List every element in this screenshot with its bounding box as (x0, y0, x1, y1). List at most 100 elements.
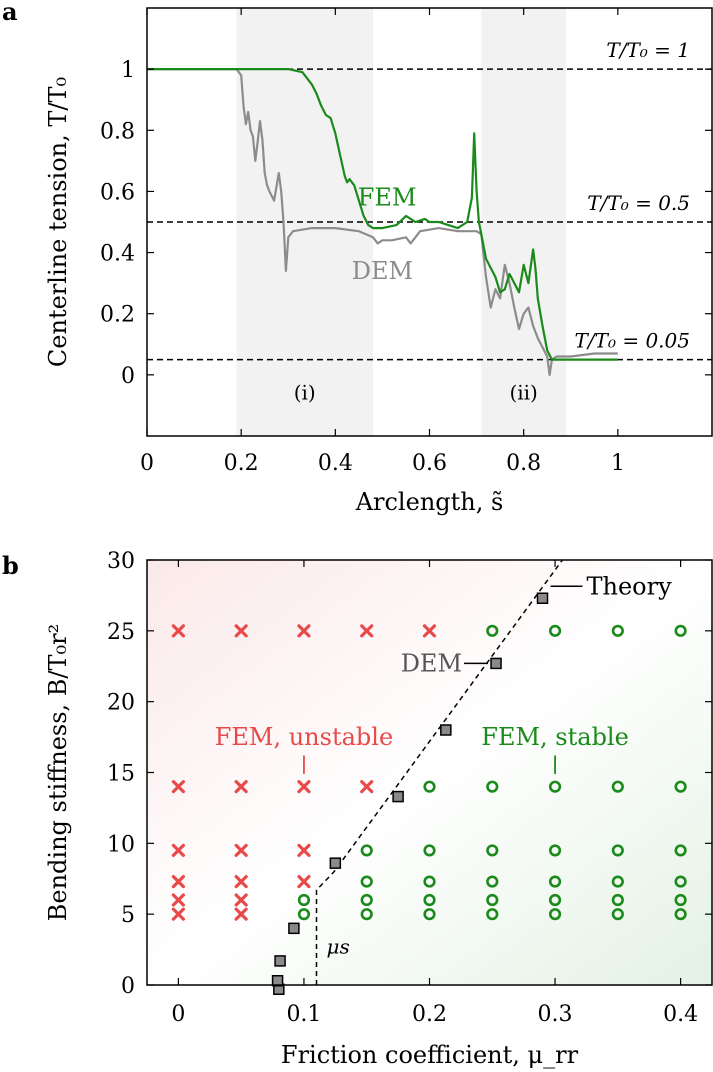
unstable-marker-16 (234, 893, 248, 907)
stable-marker-21 (297, 893, 311, 907)
y-tick-label-5: 1 (121, 58, 135, 83)
unstable-marker-3 (360, 624, 374, 638)
unstable-marker-4 (422, 624, 437, 638)
x-axis-label-b: Friction coefficient, μ_rr (281, 1041, 579, 1069)
b-x-tick-label-2: 0.2 (412, 1002, 447, 1027)
unstable-marker-17 (171, 907, 185, 921)
b-y-tick-label-1: 5 (121, 903, 135, 928)
b-y-tick-label-0: 0 (121, 974, 135, 999)
b-plot-background (147, 560, 712, 985)
unstable-marker-stroke-b (171, 907, 185, 921)
shaded-region-label-1: (i) (294, 380, 316, 404)
unstable-marker-stroke-b (297, 624, 311, 638)
b-y-tick-label-2: 10 (107, 832, 135, 857)
y-axis-label-a: Centerline tension, T/T₀ (44, 77, 72, 367)
series-label-fem: FEM (358, 184, 417, 212)
stable-marker-6 (548, 780, 562, 793)
stable-marker-29 (360, 908, 373, 921)
y-axis-label-b: Bending stiffness, B/T₀r² (44, 624, 72, 921)
stable-marker-1 (548, 624, 562, 637)
x-tick-label-2: 0.4 (318, 451, 353, 476)
unstable-marker-5 (171, 780, 185, 794)
unstable-marker-stroke-b (297, 874, 311, 889)
stable-marker-22 (360, 893, 373, 907)
x-tick-label-1: 0.2 (224, 451, 259, 476)
label-fem-unstable: FEM, unstable (215, 723, 393, 751)
b-x-tick-label-0: 0 (171, 1002, 185, 1027)
dem-marker-7 (490, 657, 502, 670)
unstable-marker-13 (234, 874, 248, 889)
unstable-marker-stroke-b (234, 780, 248, 794)
dem-marker-2 (274, 955, 286, 967)
stable-marker-0 (486, 624, 499, 637)
b-ticks: 0 0.1 0.2 0.3 0.4 0 5 10 15 20 25 30 (107, 549, 712, 1027)
reference-line-label-1: T/T₀ = 1 (606, 38, 690, 62)
label-theory: Theory (587, 572, 673, 600)
a-reference-lines: T/T₀ = 1 T/T₀ = 0.5 T/T₀ = 0.05 (147, 38, 712, 361)
unstable-marker-8 (360, 780, 374, 794)
stable-marker-16 (423, 875, 436, 888)
shaded-region-2 (481, 8, 567, 436)
stable-marker-17 (486, 875, 499, 888)
unstable-marker-stroke-b (171, 624, 185, 638)
stable-marker-20 (674, 875, 687, 888)
y-tick-label-4: 0.8 (100, 119, 135, 144)
b-theory-line (315, 560, 564, 985)
stable-marker-23 (423, 893, 436, 907)
x-axis-label-a: Arclength, s̃ (355, 488, 504, 516)
stable-marker-19 (611, 875, 624, 888)
stable-marker-24 (486, 893, 499, 907)
b-y-tick-label-5: 25 (107, 620, 135, 645)
series-line-fem (147, 68, 618, 361)
shaded-region-label-2: (ii) (509, 380, 537, 404)
series-line-dem (147, 68, 618, 376)
y-tick-label-3: 0.6 (100, 180, 135, 205)
unstable-marker-11 (297, 843, 311, 858)
stable-marker-4 (423, 780, 436, 793)
unstable-marker-stroke-b (171, 893, 185, 907)
y-tick-label-1: 0.2 (100, 303, 135, 328)
stable-marker-12 (548, 844, 562, 857)
panel-b: 0 0.1 0.2 0.3 0.4 0 5 10 15 20 25 30 b Friction coef… (2, 549, 713, 1069)
stable-marker-30 (423, 908, 436, 921)
a-series-lines (147, 68, 618, 376)
stable-marker-8 (674, 780, 687, 793)
unstable-marker-stroke-b (297, 780, 311, 794)
series-label-dem: DEM (352, 257, 413, 285)
stable-marker-11 (486, 844, 499, 857)
y-tick-label-2: 0.4 (100, 242, 135, 267)
dem-marker-5 (392, 790, 404, 803)
unstable-marker-stroke-b (171, 780, 185, 794)
unstable-marker-18 (234, 907, 248, 921)
unstable-marker-stroke-b (234, 874, 248, 889)
stable-marker-9 (360, 844, 373, 857)
unstable-marker-2 (297, 624, 311, 638)
unstable-marker-stroke-b (422, 624, 437, 638)
stable-marker-28 (297, 908, 311, 921)
unstable-marker-stroke-b (171, 874, 185, 889)
stable-marker-2 (611, 624, 624, 637)
unstable-marker-0 (171, 624, 185, 638)
b-y-tick-label-3: 15 (107, 762, 135, 787)
b-x-tick-label-1: 0.1 (286, 1002, 321, 1027)
unstable-marker-15 (171, 893, 185, 907)
stable-marker-31 (486, 908, 499, 921)
unstable-marker-stroke-b (234, 624, 248, 638)
x-tick-label-3: 0.6 (412, 451, 447, 476)
panel-letter-a: a (2, 0, 18, 26)
stable-marker-3 (674, 624, 687, 637)
unstable-marker-12 (171, 874, 185, 889)
panel-letter-b: b (2, 551, 19, 580)
b-data-points (171, 592, 687, 995)
label-fem-stable: FEM, stable (481, 723, 629, 751)
stable-marker-25 (548, 893, 562, 907)
dem-marker-3 (288, 922, 300, 935)
reference-line-label-2: T/T₀ = 0.5 (587, 191, 690, 215)
dem-marker-8 (536, 592, 549, 604)
unstable-marker-stroke-b (234, 843, 248, 858)
x-tick-label-5: 1 (611, 451, 625, 476)
reference-line-label-3: T/T₀ = 0.05 (575, 329, 690, 353)
unstable-marker-stroke-b (360, 780, 374, 794)
